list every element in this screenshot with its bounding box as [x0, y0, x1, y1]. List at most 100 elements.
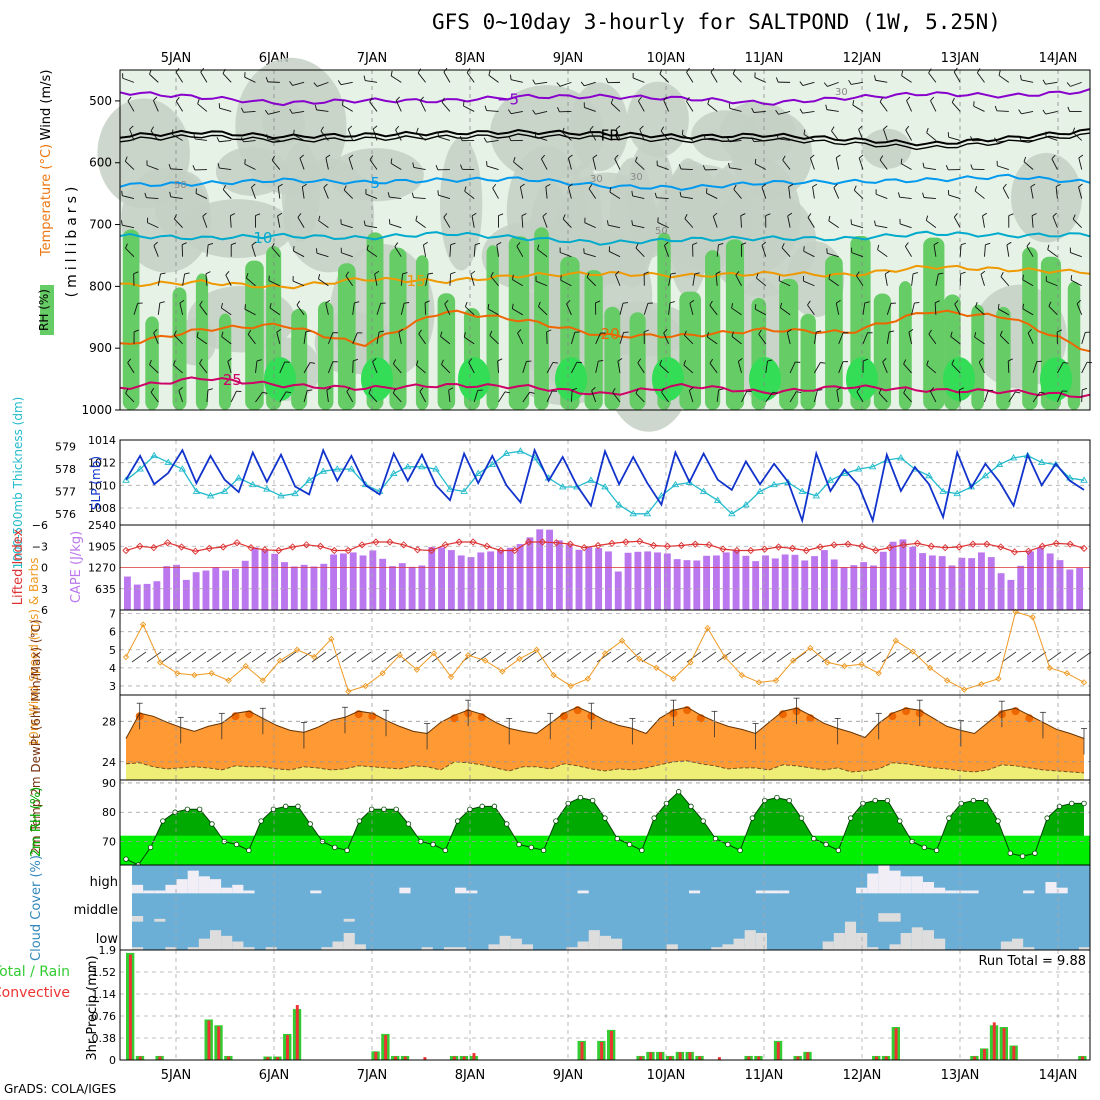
wind-barb — [268, 280, 280, 287]
date-label-bottom: 12JAN — [843, 1068, 882, 1083]
cloud-high-bar — [399, 887, 411, 894]
rh-saturated-patch — [943, 357, 975, 402]
wind-barb — [219, 167, 232, 170]
wind-barb-flag — [415, 215, 418, 221]
wind-tick-label: 6 — [109, 626, 116, 639]
lifted-index-point — [455, 538, 463, 546]
surface-wind-barb — [671, 651, 687, 663]
li-tick-label: −3 — [32, 540, 48, 553]
wind-barb — [441, 102, 451, 112]
wind-barb — [953, 71, 961, 83]
wind-barb-flag — [150, 387, 155, 393]
wind-barb-flag — [718, 243, 724, 246]
wind-barb — [729, 107, 742, 112]
wind-barb — [1045, 81, 1058, 85]
surface-wind-barb — [161, 651, 177, 663]
wind-barb — [619, 332, 625, 344]
surface-wind-barb — [296, 651, 312, 663]
wind-barb — [1031, 215, 1034, 228]
isotherm-label: 5 — [370, 174, 380, 192]
lifted-index-point — [844, 540, 852, 548]
thickness-point — [981, 471, 990, 479]
wind-barb-flag — [363, 75, 366, 81]
rh-contour-label: 30 — [835, 87, 848, 98]
wind-barb-flag — [606, 220, 609, 226]
wind-barb-flag — [149, 359, 152, 365]
cloud-low-bar — [187, 947, 199, 950]
precip-tick-label: 1.9 — [99, 944, 117, 957]
wind-barb — [376, 303, 382, 315]
wind-barb-flag — [1008, 358, 1013, 362]
wind-barb — [657, 165, 669, 170]
wind-barb — [786, 332, 791, 344]
wind-barb — [1046, 280, 1058, 287]
wind-barb-flag — [568, 183, 573, 188]
surface-wind-barb — [1046, 651, 1062, 663]
wind-barb — [147, 222, 159, 229]
wind-barb — [1032, 361, 1038, 374]
wind-barb-flag — [853, 185, 857, 191]
wind-barb — [122, 77, 135, 83]
cloud-high-bar — [956, 890, 968, 894]
rh-humid-column — [725, 239, 745, 410]
wind-barb-flag — [393, 359, 397, 365]
rh-saturated-patch — [652, 357, 684, 402]
wind-barb — [686, 71, 694, 83]
wind-barb-flag — [874, 220, 876, 226]
cloud-low-bar — [922, 930, 935, 950]
cape-bar — [330, 554, 338, 610]
cloud-high-bar — [198, 876, 210, 894]
wind-speed-point — [790, 657, 797, 664]
cloud-low-bar — [588, 930, 600, 950]
lifted-index-point — [386, 538, 394, 546]
precip-convective-bar — [639, 1056, 643, 1060]
wind-barb-flag — [150, 126, 155, 132]
cloud-low-bar — [488, 944, 500, 950]
wind-barb — [369, 159, 378, 170]
thickness-point — [389, 469, 398, 477]
temperature-line — [125, 706, 1085, 739]
thickness-tick-label: 579 — [55, 441, 76, 454]
surface-wind-barb — [716, 651, 732, 663]
rh-point — [933, 847, 940, 854]
wind-barb-flag — [669, 301, 675, 304]
rh-saturated-patch — [1040, 357, 1072, 402]
cloud-low-bar — [744, 930, 756, 950]
wind-barb — [175, 72, 183, 83]
precip-convective-bar — [1002, 1028, 1006, 1060]
wind-barb — [980, 274, 985, 286]
wind-barb-flag — [542, 212, 547, 217]
rh-point — [700, 818, 706, 824]
lifted-index-point — [802, 546, 810, 555]
wind-barb — [789, 361, 796, 374]
cape-bar — [447, 550, 455, 610]
wind-barb-flag — [487, 303, 490, 309]
rh-point — [847, 815, 854, 821]
cape-bar — [261, 550, 269, 610]
wind-barb — [486, 140, 499, 143]
rh-point — [995, 818, 1001, 824]
wind-barb — [463, 105, 475, 112]
thickness-point — [432, 465, 440, 472]
wind-barb-flag — [372, 125, 378, 130]
rh-saturated-patch — [264, 357, 296, 402]
wind-barb — [737, 361, 742, 374]
wind-barb-flag — [609, 187, 612, 193]
wind-barb — [584, 81, 596, 87]
wind-barb-flag — [325, 299, 331, 304]
thickness-point — [460, 487, 468, 494]
wind-barb — [535, 280, 548, 287]
wind-barb-flag — [159, 301, 165, 304]
wind-barb-flag — [684, 214, 688, 219]
precip-convective-bar — [138, 1056, 142, 1060]
wind-barb — [1048, 306, 1058, 316]
rh-humid-column — [218, 313, 232, 410]
cape-bar — [830, 559, 838, 610]
wind-barb — [415, 220, 426, 229]
cloud-high-bar — [132, 884, 144, 894]
wind-barb-flag — [852, 100, 855, 106]
cape-bar — [791, 554, 799, 610]
surface-wind-barb — [431, 651, 447, 663]
rh-moist-area — [154, 170, 210, 241]
wind-barb — [753, 110, 766, 113]
